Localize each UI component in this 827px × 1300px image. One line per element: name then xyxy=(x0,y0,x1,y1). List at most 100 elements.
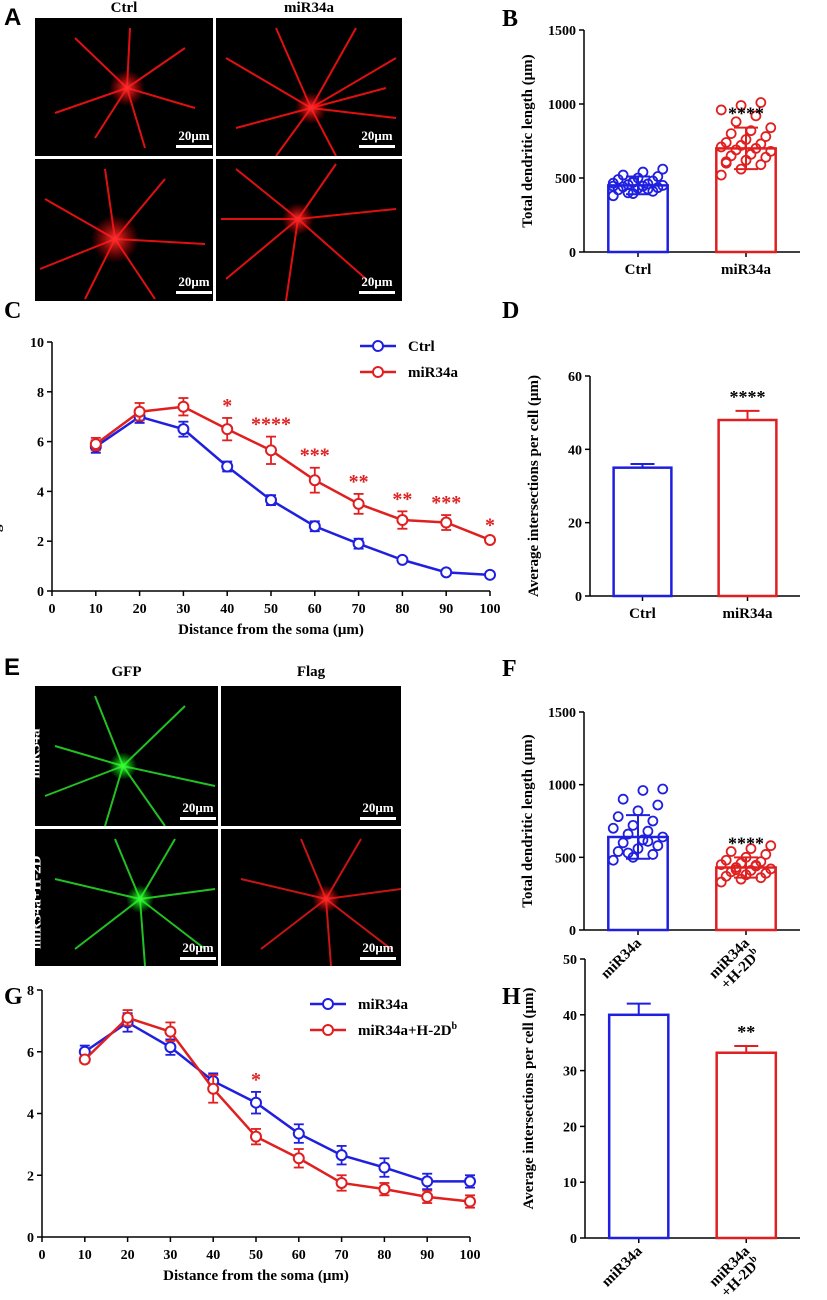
chart-d-y-axis-label: Average intersections per cell (μm) xyxy=(526,375,542,597)
significance-mark: * xyxy=(222,395,232,417)
chart-h-y-tick-label: 40 xyxy=(563,1009,577,1024)
data-point xyxy=(308,520,321,533)
data-point xyxy=(607,190,619,202)
chart-c-x-axis-label: Distance from the soma (μm) xyxy=(178,622,364,638)
x-tick-label: miR34a xyxy=(599,1243,646,1290)
data-point xyxy=(464,1175,476,1188)
series-line-0 xyxy=(95,415,491,577)
neuron-image xyxy=(221,163,397,301)
data-point xyxy=(352,497,365,510)
x-tick-label: miR34a xyxy=(598,935,645,982)
chart-c-y-axis-label: Average number of intersections xyxy=(0,363,4,570)
x-tick-label: 20 xyxy=(121,1248,135,1263)
data-point xyxy=(637,785,649,796)
data-point xyxy=(765,863,777,875)
neuron-image xyxy=(39,168,206,300)
legend-label: miR34a+H-2Db xyxy=(358,1021,458,1039)
data-point xyxy=(715,104,727,116)
data-point xyxy=(652,840,664,852)
data-point xyxy=(378,1161,391,1174)
chart-g-y-tick-label: 6 xyxy=(27,1046,34,1061)
neuron-image xyxy=(54,27,196,149)
x-tick-label: 30 xyxy=(163,1248,177,1263)
chart-g-y-tick-label: 0 xyxy=(27,1231,34,1246)
chart-h-y-tick-label: 10 xyxy=(563,1176,577,1191)
significance-mark: **** xyxy=(251,414,291,436)
data-point xyxy=(740,851,752,863)
chart-h-y-tick-label: 30 xyxy=(563,1065,577,1080)
legend-label: miR34a xyxy=(358,997,408,1013)
data-point xyxy=(720,854,732,866)
x-tick-label: 70 xyxy=(352,602,366,617)
x-tick-label: 100 xyxy=(480,602,501,617)
data-point xyxy=(421,1175,434,1188)
legend-marker xyxy=(372,366,384,378)
data-point xyxy=(250,1130,262,1143)
series-line-0 xyxy=(84,1020,470,1183)
chart-g-x-axis-label: Distance from the soma (μm) xyxy=(163,1268,349,1284)
significance-mark: * xyxy=(485,514,495,536)
data-point xyxy=(396,514,409,527)
data-point xyxy=(765,840,777,852)
micrograph-e-flag-1 xyxy=(221,686,401,826)
data-point xyxy=(647,849,659,860)
data-point xyxy=(755,97,767,108)
panel-label-g: G xyxy=(4,984,23,1010)
x-tick-label: 50 xyxy=(249,1248,263,1263)
x-tick-label: 100 xyxy=(460,1248,481,1263)
data-point xyxy=(164,1041,177,1054)
chart-h-y-tick-label: 0 xyxy=(570,1232,577,1247)
data-point xyxy=(725,150,737,162)
data-point xyxy=(396,553,409,566)
bar-d-1 xyxy=(717,418,778,598)
micrograph-a-ctrl-2 xyxy=(35,159,213,301)
data-point xyxy=(730,116,742,128)
data-point xyxy=(750,110,762,122)
chart-g-y-tick-label: 4 xyxy=(27,1108,34,1123)
data-point xyxy=(464,1195,476,1208)
x-tick-label: 40 xyxy=(220,602,234,617)
data-point xyxy=(652,171,664,182)
x-tick-label: Ctrl xyxy=(629,606,656,622)
data-point xyxy=(617,169,629,181)
legend-label: miR34a xyxy=(408,365,458,381)
chart-g-y-tick-label: 2 xyxy=(27,1169,34,1184)
data-point xyxy=(133,405,146,418)
data-point xyxy=(750,859,762,871)
data-point xyxy=(755,138,767,150)
x-tick-label: 50 xyxy=(264,602,278,617)
chart-c-y-tick-label: 8 xyxy=(37,386,44,401)
x-tick-label: Ctrl xyxy=(625,262,652,278)
chart-f-y-tick-label: 500 xyxy=(555,851,576,866)
neuron-image xyxy=(225,27,397,156)
chart-f-y-tick-label: 0 xyxy=(569,924,576,939)
data-point xyxy=(632,843,644,855)
legend-marker xyxy=(322,998,334,1010)
data-point xyxy=(617,793,629,805)
data-point xyxy=(745,843,757,855)
significance-mark: *** xyxy=(300,445,330,467)
data-point xyxy=(652,799,664,811)
data-point xyxy=(765,122,777,134)
series-line-1 xyxy=(95,405,491,542)
neuron-image xyxy=(44,695,216,826)
x-tick-label: 20 xyxy=(133,602,147,617)
x-tick-label: 70 xyxy=(335,1248,349,1263)
scale-bar: 20μm xyxy=(172,128,216,148)
significance-mark: * xyxy=(251,1069,261,1091)
data-point xyxy=(221,460,234,473)
data-point xyxy=(735,163,747,175)
micrograph-e-gfp-1 xyxy=(35,686,218,826)
panel-label-b: B xyxy=(502,6,518,32)
micrograph-e-gfp-2 xyxy=(35,829,218,966)
panel-e-col-title-gfp: GFP xyxy=(111,664,142,680)
x-tick-label: miR34a xyxy=(721,262,771,278)
significance-mark: **** xyxy=(728,833,764,853)
chart-c-y-tick-label: 10 xyxy=(30,336,44,351)
series-line-1 xyxy=(83,1016,471,1203)
panel-label-d: D xyxy=(502,298,519,324)
data-point xyxy=(250,1096,262,1109)
x-tick-label-line: miR34a xyxy=(599,1243,646,1290)
scale-bar: 20μm xyxy=(172,274,216,294)
data-point xyxy=(637,166,649,178)
